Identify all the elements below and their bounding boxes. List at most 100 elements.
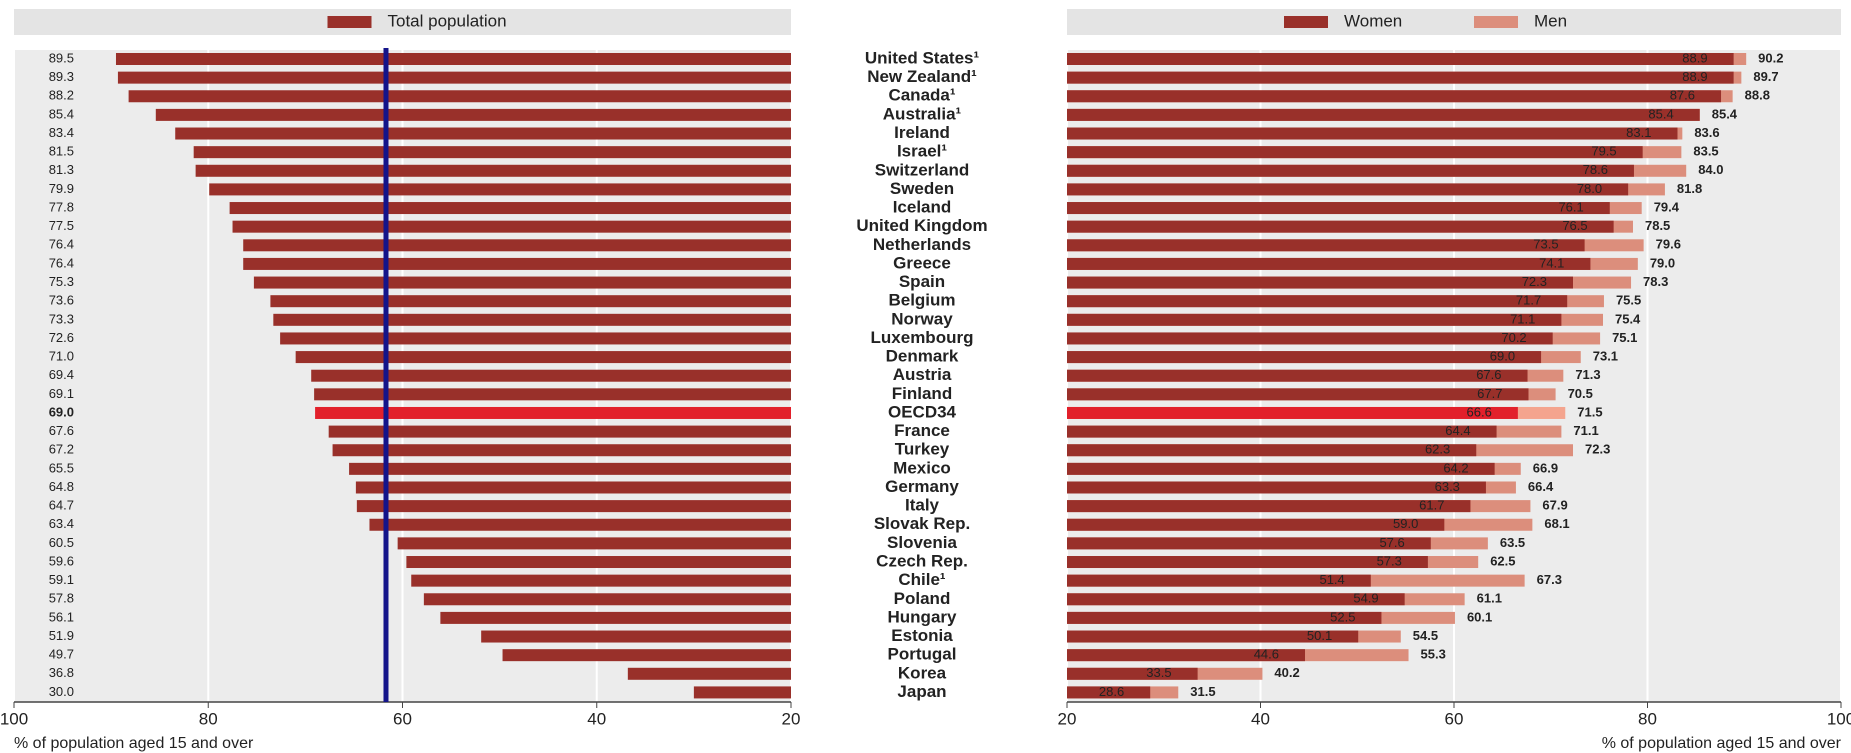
bar <box>280 332 791 345</box>
value-label: 59.1 <box>49 572 74 587</box>
value-label: 74.1 <box>1539 255 1564 270</box>
legend-swatch <box>327 16 372 28</box>
value-label: 59.6 <box>49 553 74 568</box>
value-label: 72.6 <box>49 330 74 345</box>
value-label: 78.0 <box>1577 181 1602 196</box>
value-label: 71.5 <box>1577 404 1602 419</box>
value-label: 78.5 <box>1645 218 1670 233</box>
value-label: 67.6 <box>49 423 74 438</box>
value-label: 67.6 <box>1476 367 1501 382</box>
value-label: 75.4 <box>1615 311 1641 326</box>
value-label: 71.1 <box>1573 423 1598 438</box>
value-label: 89.3 <box>49 69 74 84</box>
bar <box>1067 369 1528 382</box>
value-label: 83.5 <box>1693 144 1718 159</box>
value-label: 40.2 <box>1274 665 1299 680</box>
bar <box>406 556 791 569</box>
value-label: 44.6 <box>1254 647 1279 662</box>
value-label: 73.6 <box>49 293 74 308</box>
value-label: 31.5 <box>1190 684 1215 699</box>
category-label: Estonia <box>891 626 953 645</box>
value-label: 49.7 <box>49 647 74 662</box>
bar <box>1067 518 1445 531</box>
value-label: 67.7 <box>1477 386 1502 401</box>
value-label: 60.1 <box>1467 609 1492 624</box>
value-label: 69.1 <box>49 386 74 401</box>
category-label: Spain <box>899 272 945 291</box>
value-label: 72.3 <box>1522 274 1547 289</box>
value-label: 55.3 <box>1421 647 1446 662</box>
bar <box>1067 649 1306 662</box>
bar <box>315 406 791 419</box>
bar <box>1067 71 1734 84</box>
value-label: 66.9 <box>1533 460 1558 475</box>
category-label: Norway <box>891 309 953 328</box>
value-label: 85.4 <box>49 106 74 121</box>
bar <box>627 667 791 680</box>
value-label: 64.2 <box>1443 460 1468 475</box>
value-label: 28.6 <box>1099 684 1124 699</box>
value-label: 36.8 <box>49 665 74 680</box>
value-label: 88.9 <box>1682 69 1707 84</box>
category-label: Germany <box>885 477 959 496</box>
bar <box>295 351 791 364</box>
category-label: Chile¹ <box>898 570 946 589</box>
value-label: 64.8 <box>49 479 74 494</box>
category-label: United States¹ <box>865 48 980 67</box>
value-label: 71.1 <box>1510 311 1535 326</box>
bar <box>356 500 791 513</box>
value-label: 62.3 <box>1425 442 1450 457</box>
category-label: Denmark <box>886 347 959 366</box>
bar <box>155 108 792 121</box>
value-label: 70.5 <box>1568 386 1593 401</box>
category-label: Netherlands <box>873 235 971 254</box>
bar <box>1067 127 1678 140</box>
value-label: 70.2 <box>1501 330 1526 345</box>
bar <box>117 71 791 84</box>
value-label: 85.4 <box>1712 106 1738 121</box>
bar <box>481 630 791 643</box>
value-label: 60.5 <box>49 535 74 550</box>
category-label: Greece <box>893 253 951 272</box>
value-label: 71.0 <box>49 349 74 364</box>
value-label: 79.5 <box>1591 144 1616 159</box>
value-label: 72.3 <box>1585 442 1610 457</box>
value-label: 51.4 <box>1319 572 1344 587</box>
category-label: France <box>894 421 950 440</box>
value-label: 87.6 <box>1670 88 1695 103</box>
bar <box>1067 611 1382 624</box>
value-label: 57.3 <box>1377 553 1402 568</box>
bar <box>1067 202 1610 215</box>
category-label: Slovak Rep. <box>874 514 970 533</box>
value-label: 89.5 <box>49 50 74 65</box>
bar <box>1067 481 1486 494</box>
category-label: Canada¹ <box>888 86 955 105</box>
legend-swatch <box>1284 16 1328 28</box>
category-label: Japan <box>897 682 946 701</box>
bar <box>1067 332 1553 345</box>
category-label: United Kingdom <box>856 216 987 235</box>
bar <box>311 369 791 382</box>
category-label: Finland <box>892 384 952 403</box>
bar <box>502 649 791 662</box>
value-label: 81.3 <box>49 162 74 177</box>
bar <box>1067 239 1585 252</box>
value-label: 33.5 <box>1146 665 1171 680</box>
bar <box>175 127 792 140</box>
x-tick-label: 20 <box>782 709 801 728</box>
value-label: 66.4 <box>1528 479 1554 494</box>
value-label: 52.5 <box>1330 609 1355 624</box>
x-tick-label: 100 <box>0 709 28 728</box>
value-label: 85.4 <box>1648 106 1673 121</box>
category-label: Australia¹ <box>883 104 962 123</box>
bar <box>1067 556 1428 569</box>
x-tick-label: 40 <box>1251 709 1270 728</box>
value-label: 57.6 <box>1379 535 1404 550</box>
bar <box>1067 462 1495 475</box>
bar <box>693 686 791 699</box>
category-label: Israel¹ <box>897 142 947 161</box>
bar <box>1067 630 1359 643</box>
value-label: 67.9 <box>1542 498 1567 513</box>
